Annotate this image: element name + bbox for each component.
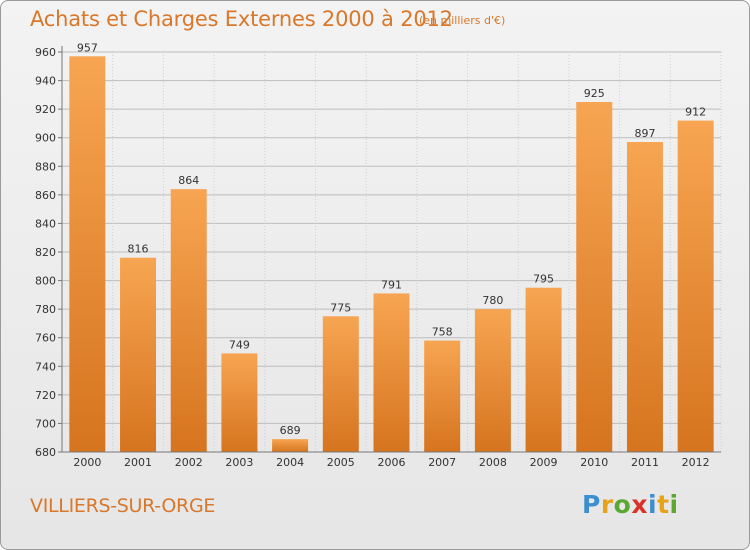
proxiti-logo[interactable]: Proxiti	[582, 490, 679, 519]
place-name: VILLIERS-SUR-ORGE	[30, 495, 216, 517]
y-tick-label: 800	[35, 275, 56, 288]
data-label: 780	[482, 294, 503, 307]
logo-letter: o	[613, 490, 632, 519]
bar	[474, 309, 511, 452]
x-tick-label: 2004	[276, 456, 304, 469]
logo-letter: i	[669, 490, 679, 519]
logo-letter: P	[582, 490, 601, 519]
data-label: 816	[128, 243, 149, 256]
bar	[322, 316, 359, 452]
logo-letter: x	[631, 490, 648, 519]
bar	[424, 340, 461, 452]
y-tick-label: 960	[35, 46, 56, 59]
y-tick-label: 940	[35, 75, 56, 88]
y-tick-label: 760	[35, 332, 56, 345]
chart-subtitle: (en milliers d'€)	[419, 14, 506, 27]
x-tick-label: 2007	[428, 456, 456, 469]
x-tick-label: 2005	[327, 456, 355, 469]
x-tick-label: 2011	[631, 456, 659, 469]
y-tick-label: 820	[35, 246, 56, 259]
data-label: 897	[634, 127, 655, 140]
y-tick-label: 920	[35, 103, 56, 116]
data-label: 749	[229, 338, 250, 351]
data-label: 758	[432, 326, 453, 339]
x-tick-label: 2006	[378, 456, 406, 469]
bar	[525, 287, 562, 452]
bar	[221, 353, 258, 452]
y-tick-label: 880	[35, 160, 56, 173]
x-tick-label: 2008	[479, 456, 507, 469]
y-tick-label: 860	[35, 189, 56, 202]
x-tick-label: 2000	[73, 456, 101, 469]
y-tick-label: 680	[35, 446, 56, 459]
bars: 957 816 864 749 689 775 791 758 780 795 925 897 912	[69, 41, 714, 453]
y-tick-label: 780	[35, 303, 56, 316]
bar	[272, 439, 309, 452]
y-tick-label: 720	[35, 389, 56, 402]
data-label: 775	[330, 301, 351, 314]
bar	[120, 257, 157, 452]
y-axis: 680 700 720 740 760 780 800 820 840 860 880 900 920 9…	[35, 46, 63, 459]
bar	[576, 102, 613, 452]
data-label: 791	[381, 278, 402, 291]
y-tick-label: 840	[35, 217, 56, 230]
data-label: 925	[584, 87, 605, 100]
x-tick-label: 2001	[124, 456, 152, 469]
data-label: 689	[280, 424, 301, 437]
data-label: 912	[685, 106, 706, 119]
bar	[170, 189, 207, 452]
y-tick-label: 740	[35, 360, 56, 373]
x-tick-label: 2012	[682, 456, 710, 469]
bar	[373, 293, 410, 452]
bar	[69, 56, 106, 453]
bar	[677, 120, 714, 453]
data-label: 957	[77, 41, 98, 54]
logo-letter: t	[657, 490, 670, 519]
y-tick-label: 900	[35, 132, 56, 145]
logo-letter: i	[648, 490, 658, 519]
bar	[626, 142, 663, 452]
x-tick-label: 2010	[580, 456, 608, 469]
y-tick-label: 700	[35, 417, 56, 430]
data-label: 795	[533, 273, 554, 286]
x-tick-label: 2009	[530, 456, 558, 469]
logo-letter: r	[600, 490, 614, 519]
data-label: 864	[178, 174, 199, 187]
chart-title: Achats et Charges Externes 2000 à 2012	[30, 7, 453, 31]
x-axis: 2000 2001 2002 2003 2004 2005 2006 2007 2008 2009…	[62, 451, 721, 469]
x-tick-label: 2002	[175, 456, 203, 469]
x-tick-label: 2003	[225, 456, 253, 469]
